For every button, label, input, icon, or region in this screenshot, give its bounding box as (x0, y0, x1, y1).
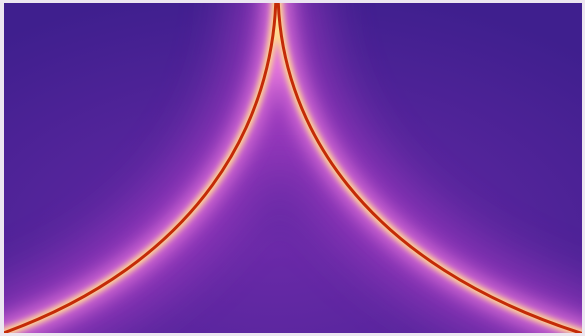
cusp-image (4, 3, 582, 333)
caustic-curves (4, 3, 582, 333)
core-line (4, 3, 582, 333)
render (4, 3, 582, 333)
page (4, 3, 582, 333)
